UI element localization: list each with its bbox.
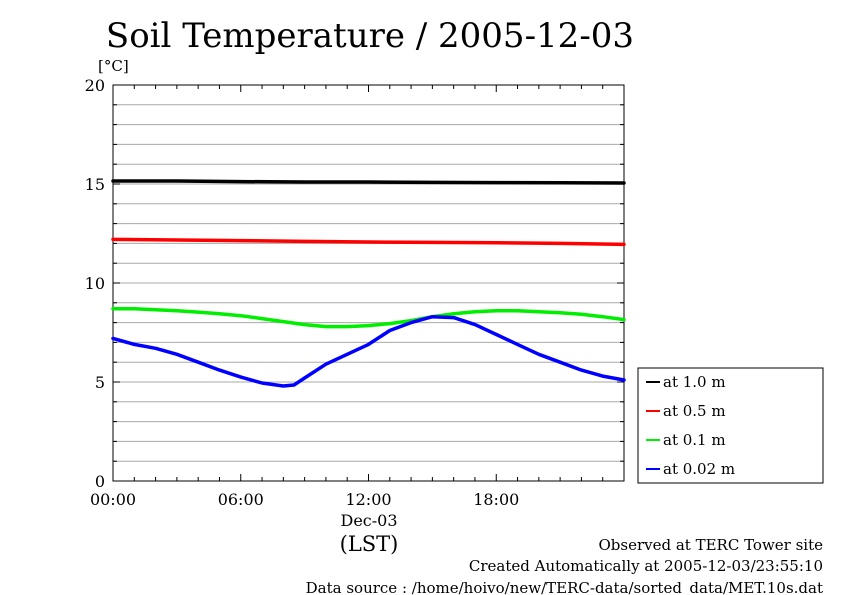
series-line-0 (111, 179, 626, 185)
legend-box (637, 367, 824, 484)
legend-label: at 1.0 m (663, 373, 726, 391)
y-axis-label: [°C] (98, 57, 129, 75)
data-series (111, 179, 626, 388)
legend-label: at 0.1 m (663, 431, 726, 449)
y-tick-label: 0 (95, 472, 105, 491)
x-date-label: Dec-03 (340, 511, 397, 530)
footer-source: Data source : /home/hoivo/new/TERC-data/… (306, 579, 823, 595)
chart-title: Soil Temperature / 2005-12-03 (106, 16, 634, 56)
x-tick-label: 00:00 (90, 490, 136, 509)
y-tick-label: 10 (85, 274, 105, 293)
series-line-2 (111, 306, 626, 329)
legend: at 1.0 m at 0.5 m at 0.1 m at 0.02 m (637, 367, 824, 484)
series-line-3 (111, 314, 626, 388)
x-axis-label: (LST) (340, 532, 399, 556)
x-axis-ticks: 00:00 06:00 12:00 18:00 (90, 85, 625, 509)
y-tick-label: 5 (95, 373, 105, 392)
series-line-1 (111, 237, 626, 247)
x-tick-label: 12:00 (345, 490, 391, 509)
y-tick-label: 20 (85, 76, 105, 95)
grid-lines (113, 104, 624, 462)
x-tick-label: 06:00 (218, 490, 264, 509)
legend-label: at 0.5 m (663, 402, 726, 420)
x-tick-label: 18:00 (473, 490, 519, 509)
footer-created: Created Automatically at 2005-12-03/23:5… (469, 557, 823, 575)
plot-frame (112, 84, 625, 482)
footer-site: Observed at TERC Tower site (598, 536, 823, 554)
y-tick-label: 15 (85, 175, 105, 194)
legend-label: at 0.02 m (663, 460, 735, 478)
